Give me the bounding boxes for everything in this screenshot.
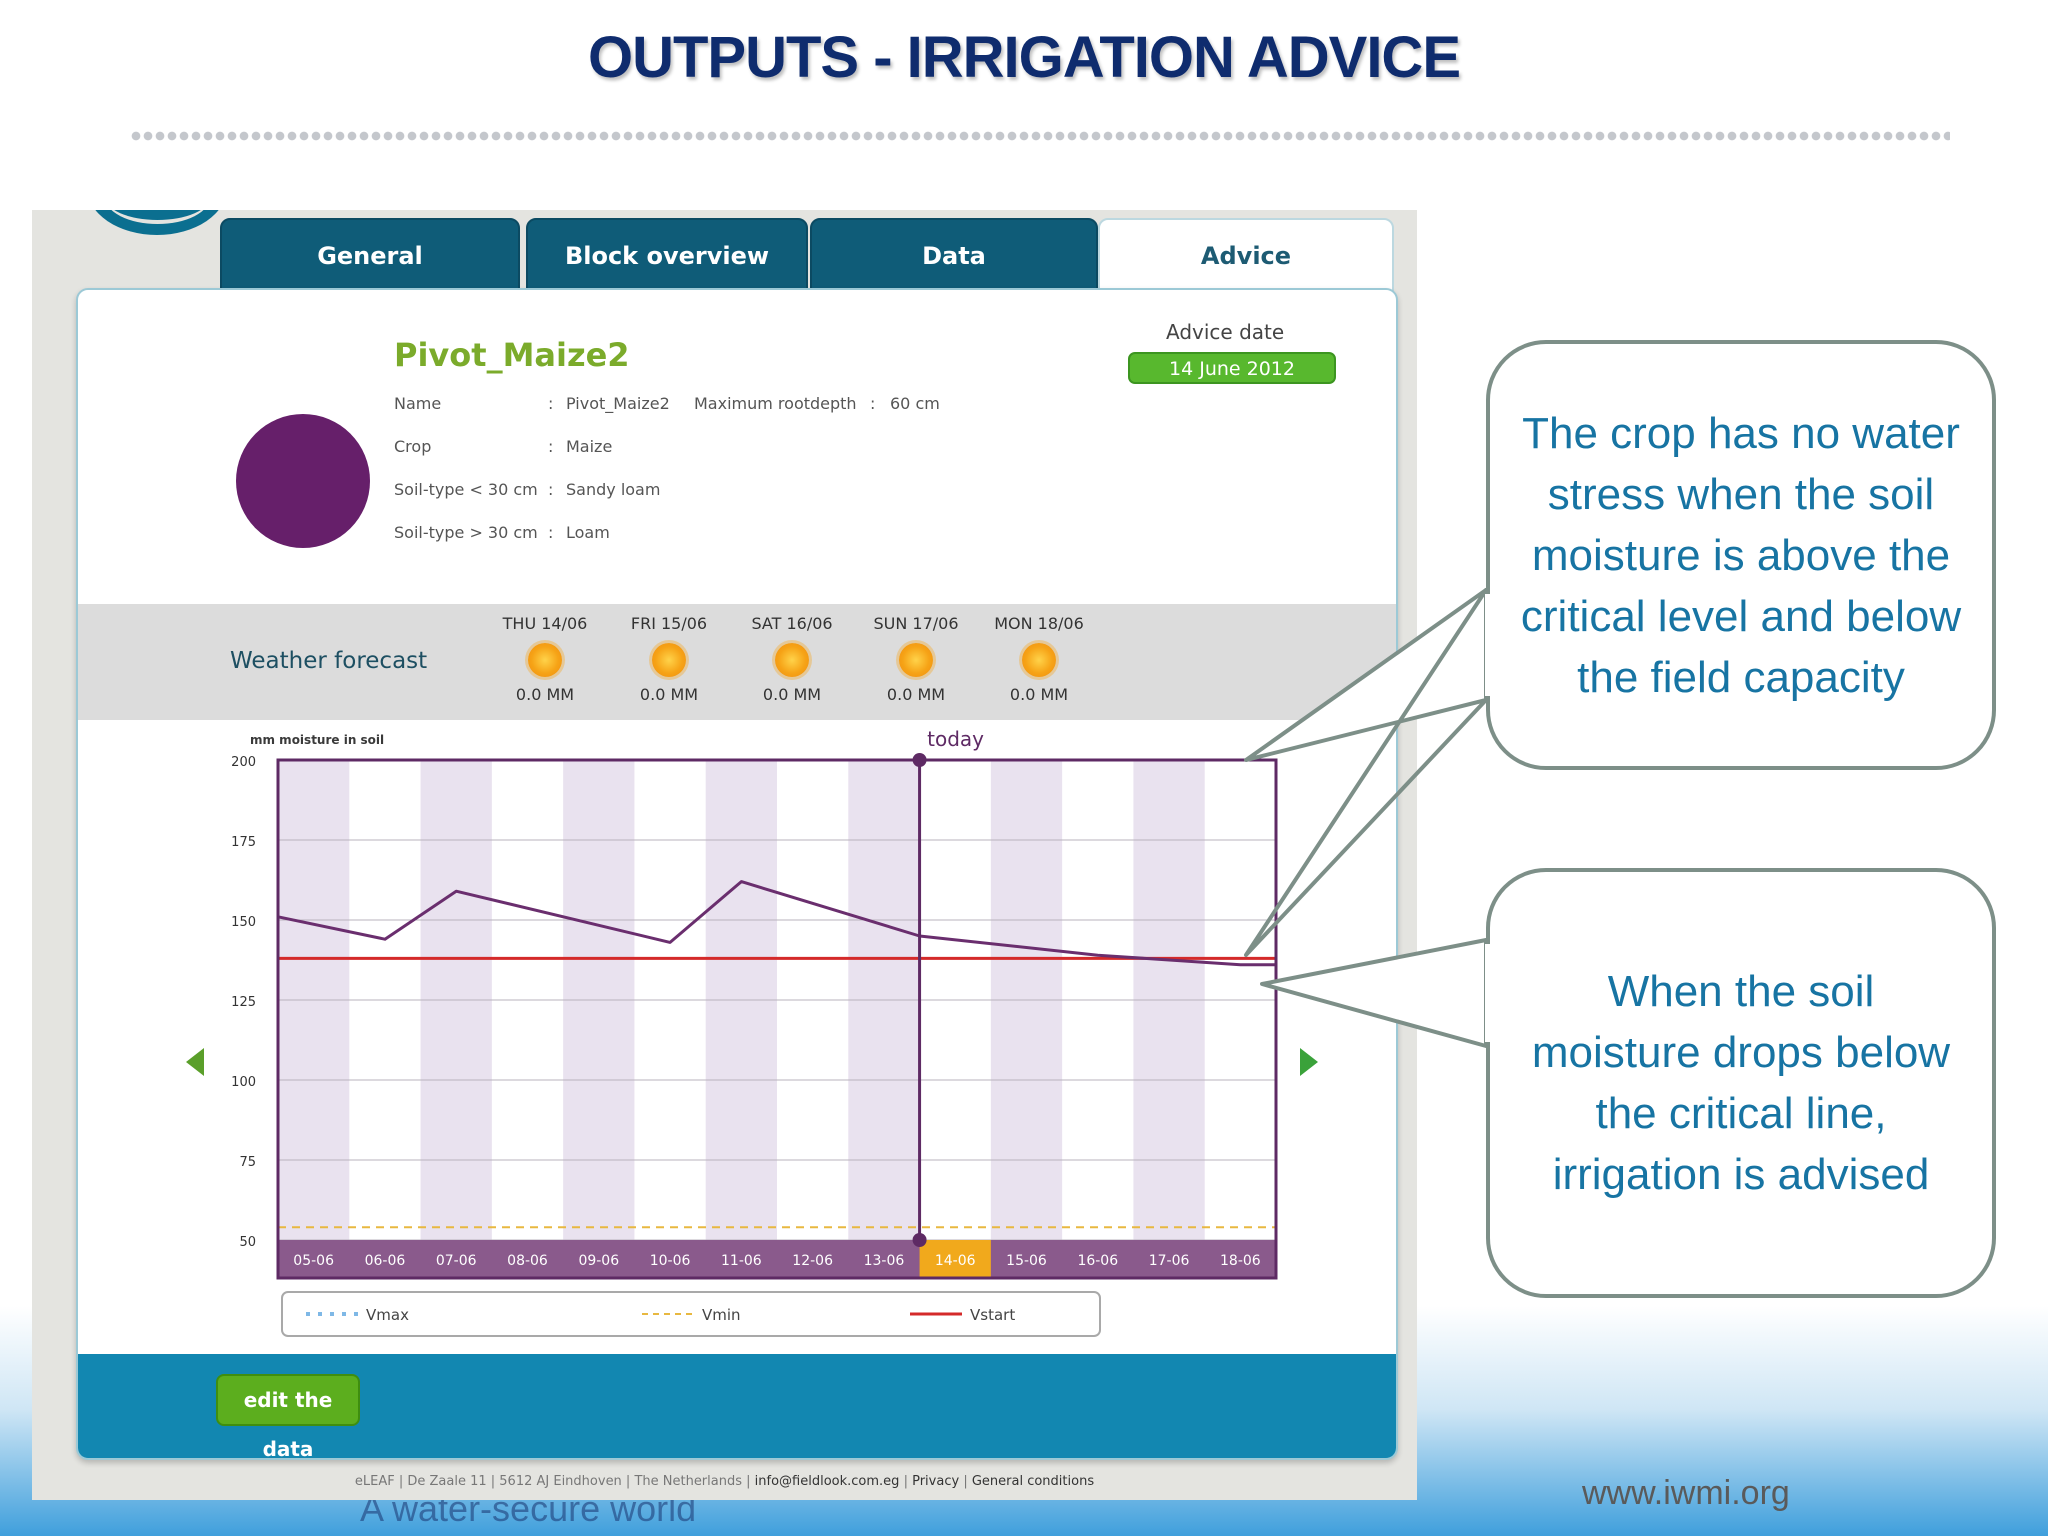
forecast-day-name: MON 18/06 [994,614,1084,633]
info-value-rootdepth: 60 cm [890,394,940,413]
info-label-soil-bottom: Soil-type > 30 cm [394,523,538,542]
weather-forecast: Weather forecast THU 14/06 0.0 MM FRI 15… [78,604,1396,720]
today-label: today [927,727,984,751]
footer-privacy-link[interactable]: Privacy [912,1474,960,1489]
footer-separator: | [963,1474,968,1489]
plot-frame [276,758,1278,1280]
tab-advice[interactable]: Advice [1098,218,1394,298]
x-tick-label: 16-06 [1077,1253,1118,1269]
footer-address: eLEAF | De Zaale 11 | 5612 AJ Eindhoven … [354,1474,751,1489]
info-label-name: Name [394,394,442,413]
info-value-soil-bottom: Loam [566,523,610,542]
advice-panel: Pivot_Maize2 Name : Pivot_Maize2 Maximum… [76,288,1398,1460]
x-tick-label: 10-06 [650,1253,691,1269]
x-tick-label: 11-06 [721,1253,762,1269]
forecast-rain: 0.0 MM [515,685,575,704]
sun-icon [899,643,933,677]
x-tick-label: 09-06 [578,1253,619,1269]
x-tick-label: 18-06 [1220,1253,1261,1269]
y-axis-label: mm moisture in soil [250,733,384,747]
info-label-soil-top: Soil-type < 30 cm [394,480,538,499]
x-tick-label: 12-06 [792,1253,833,1269]
info-value-soil-top: Sandy loam [566,480,661,499]
y-tick-label: 200 [231,755,256,770]
forecast-day: SUN 17/06 0.0 MM [861,614,971,704]
info-colon: : [548,480,554,499]
sun-icon [652,643,686,677]
forecast-day: THU 14/06 0.0 MM [490,614,600,704]
y-tick-label: 125 [231,995,256,1010]
info-label-rootdepth: Maximum rootdepth [694,394,857,413]
forecast-rain: 0.0 MM [762,685,822,704]
info-label-crop: Crop [394,437,432,456]
forecast-day-name: SAT 16/06 [751,614,833,633]
x-tick-label: 08-06 [507,1253,548,1269]
iwmi-url: www.iwmi.org [1582,1474,1790,1512]
x-axis-bar [278,1240,1276,1278]
soil-moisture-series [277,880,1276,967]
y-tick-label: 175 [231,835,256,850]
advice-date-label: Advice date [1166,320,1285,344]
tab-general[interactable]: General [220,218,520,291]
info-colon: : [870,394,876,413]
chart-next-arrow-icon[interactable] [1300,1048,1318,1076]
info-colon: : [548,394,554,413]
y-tick-label: 75 [239,1155,256,1170]
footer: eLEAF | De Zaale 11 | 5612 AJ Eindhoven … [32,1474,1417,1489]
forecast-day-name: SUN 17/06 [873,614,959,633]
today-tick-highlight [919,1240,991,1278]
forecast-day-name: THU 14/06 [502,614,588,633]
forecast-day: FRI 15/06 0.0 MM [614,614,724,704]
y-tick-label: 100 [231,1075,256,1090]
legend-label: Vstart [970,1306,1015,1324]
forecast-day: SAT 16/06 0.0 MM [737,614,847,704]
dotted-divider [130,130,1950,142]
info-value-name: Pivot_Maize2 [566,394,670,413]
footer-email-link[interactable]: info@fieldlook.com.eg [754,1474,900,1489]
block-avatar [236,414,370,548]
x-tick-label: 17-06 [1149,1253,1190,1269]
tab-data[interactable]: Data [810,218,1098,291]
forecast-rain: 0.0 MM [639,685,699,704]
forecast-day: MON 18/06 0.0 MM [984,614,1094,704]
y-tick-label: 50 [239,1235,256,1250]
forecast-day-name: FRI 15/06 [630,614,708,633]
info-colon: : [548,437,554,456]
chart-prev-arrow-icon[interactable] [186,1048,204,1076]
tab-block-overview[interactable]: Block overview [526,218,808,291]
footer-separator: | [903,1474,908,1489]
slide-title: OUTPUTS - IRRIGATION ADVICE [588,25,1461,90]
callout-irrigation-advised: When the soil moisture drops below the c… [1486,868,1996,1298]
x-tick-label: 05-06 [293,1253,334,1269]
forecast-rain: 0.0 MM [1009,685,1069,704]
sun-icon [775,643,809,677]
x-tick-label: 15-06 [1006,1253,1047,1269]
weather-forecast-label: Weather forecast [230,648,428,674]
app-window: General Block overview Data Advice Pivot… [32,210,1417,1500]
block-title: Pivot_Maize2 [394,336,630,374]
today-marker [912,1233,927,1247]
info-value-crop: Maize [566,437,613,456]
advice-date-badge: 14 June 2012 [1128,352,1336,384]
x-tick-label: 13-06 [864,1253,905,1269]
x-tick-label: 07-06 [436,1253,477,1269]
soil-moisture-chart: 200 175 150 125 100 75 50 mm moisture in soil 05… [186,727,1318,1337]
info-colon: : [548,523,554,542]
edit-data-button[interactable]: edit the data [216,1374,360,1458]
legend-label: Vmax [366,1306,409,1324]
sun-icon [1022,643,1056,677]
x-tick-label: 14-06 [935,1253,976,1269]
footer-conditions-link[interactable]: General conditions [971,1474,1095,1489]
callout-no-water-stress: The crop has no water stress when the so… [1486,340,1996,770]
forecast-rain: 0.0 MM [886,685,946,704]
legend-label: Vmin [702,1306,741,1324]
x-tick-label: 06-06 [365,1253,406,1269]
y-tick-label: 150 [231,915,256,930]
sun-icon [528,643,562,677]
